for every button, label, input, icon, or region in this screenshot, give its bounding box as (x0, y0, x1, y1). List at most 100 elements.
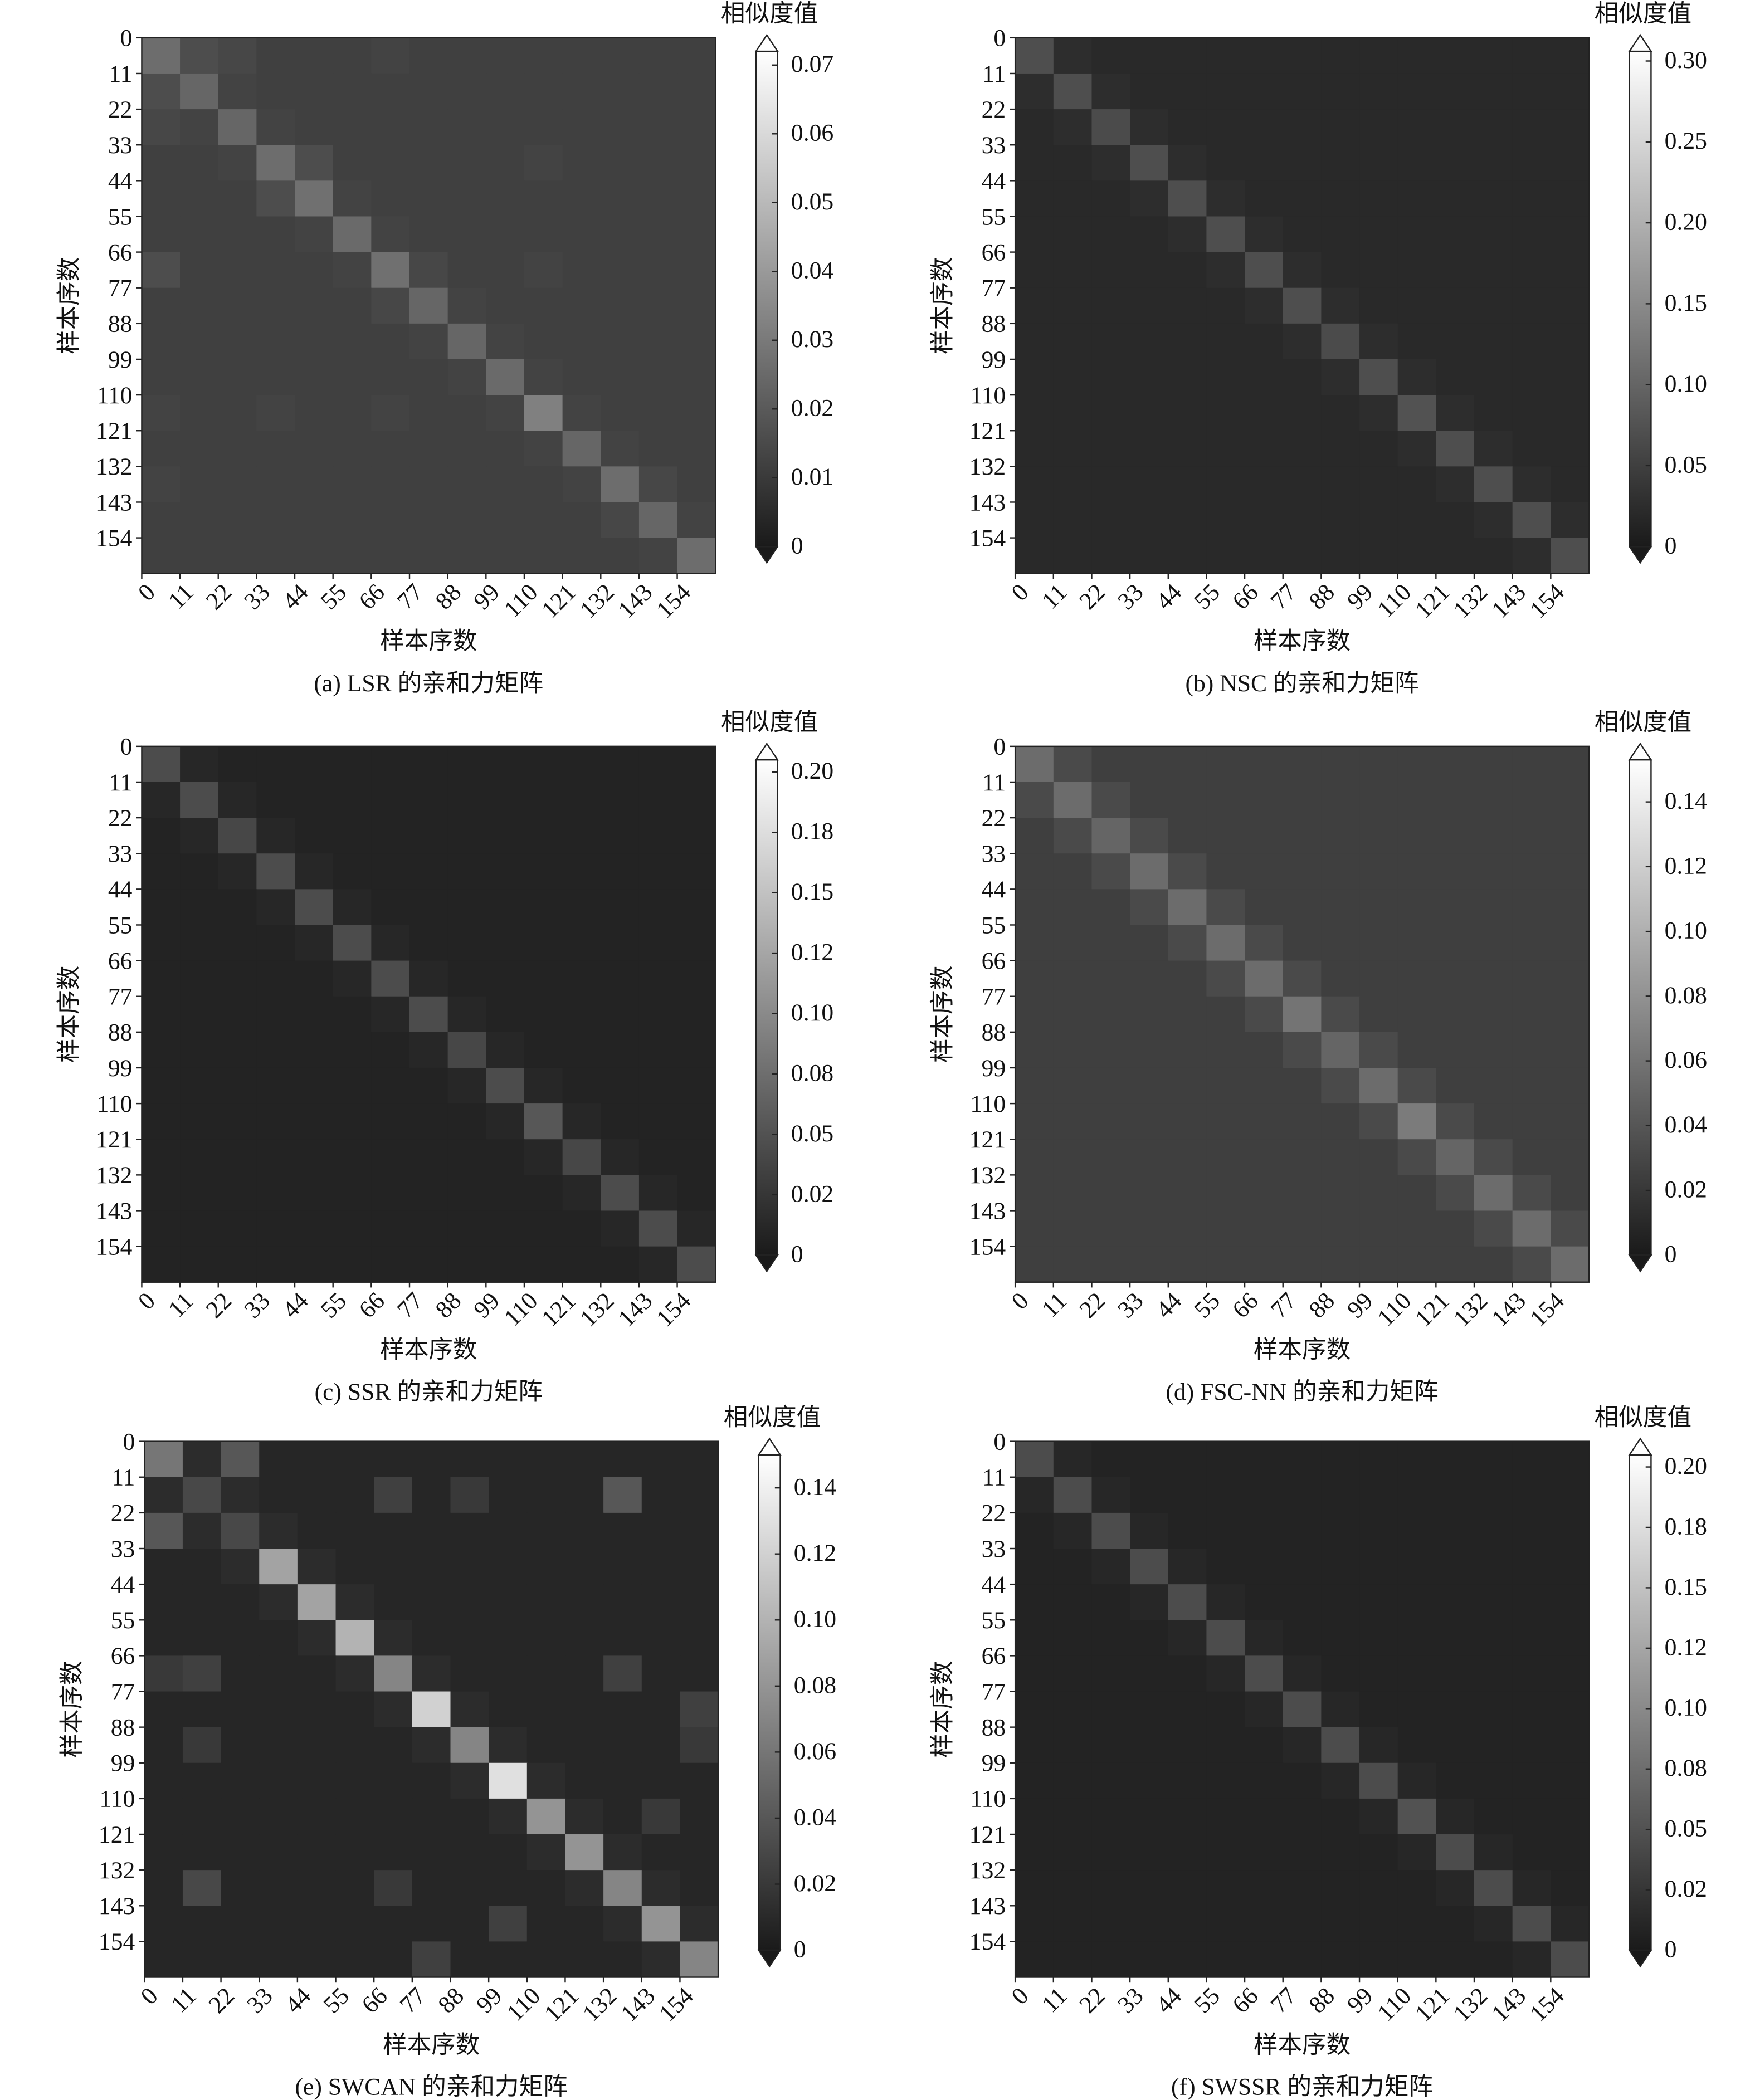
y-tick-label: 143 (99, 1893, 135, 1920)
heatmap-cell (1130, 109, 1169, 145)
heatmap-cell (1206, 1798, 1245, 1835)
x-tick-label: 99 (1342, 1287, 1378, 1324)
heatmap-cell (1245, 1834, 1284, 1871)
heatmap-cell (450, 1655, 489, 1692)
heatmap-cell (565, 1834, 604, 1871)
heatmap-cell (1512, 466, 1552, 503)
colorbar (755, 759, 778, 1256)
heatmap-cell (1245, 1762, 1284, 1799)
heatmap-cell (144, 1727, 183, 1764)
y-tick-label: 154 (969, 525, 1006, 551)
heatmap-cell (1245, 925, 1284, 961)
heatmap-cell (680, 1906, 719, 1942)
heatmap-cell (1397, 1032, 1437, 1068)
heatmap-cell (524, 960, 563, 997)
heatmap-cell (221, 1691, 260, 1728)
heatmap-cell (259, 1512, 298, 1549)
heatmap-cell (333, 323, 372, 360)
heatmap-cell (410, 1210, 448, 1247)
heatmap-cell (1053, 287, 1093, 324)
heatmap-cell (1512, 502, 1552, 539)
heatmap-cell (1551, 1941, 1590, 1978)
colorbar-tick-label: 0.02 (1665, 1176, 1707, 1203)
heatmap-cell (562, 109, 601, 145)
heatmap-cell (410, 1103, 448, 1140)
heatmap-cell (295, 109, 334, 145)
heatmap-cell (142, 1103, 181, 1140)
heatmap-cell (1091, 889, 1130, 926)
y-tick-label: 22 (982, 96, 1006, 123)
heatmap-cell (1130, 996, 1169, 1033)
colorbar-tick-label: 0.12 (1665, 852, 1707, 879)
y-tick-label: 66 (982, 239, 1006, 266)
heatmap-cell (1551, 538, 1590, 574)
heatmap-cell (450, 1834, 489, 1871)
heatmap-cell (1512, 1477, 1552, 1513)
heatmap-cell (1015, 1175, 1054, 1212)
heatmap-cell (1436, 818, 1475, 854)
heatmap-cell (447, 502, 487, 539)
heatmap-cell (1512, 1655, 1552, 1692)
y-tick-label: 44 (108, 168, 133, 194)
heatmap-cell (1359, 925, 1398, 961)
heatmap-cell (1091, 1067, 1130, 1104)
heatmap-cell (1130, 1246, 1169, 1283)
x-tick-label: 99 (1342, 1982, 1378, 2019)
heatmap-cell (1053, 252, 1093, 289)
y-tick-label: 121 (96, 418, 132, 445)
heatmap-cell (1436, 889, 1475, 926)
heatmap-cell (1359, 1727, 1398, 1764)
heatmap-cell (1359, 853, 1398, 890)
heatmap-cell (638, 1139, 678, 1176)
colorbar-tick-label: 0.25 (1665, 128, 1707, 154)
heatmap-cell (218, 359, 257, 395)
heatmap-cell (1397, 1798, 1437, 1835)
heatmap-cell (221, 1941, 260, 1978)
heatmap-cell (1551, 1477, 1590, 1513)
heatmap-cell (1512, 73, 1552, 110)
heatmap-cell (1168, 1067, 1207, 1104)
heatmap-cell (297, 1584, 337, 1620)
heatmap-cell (1474, 1906, 1513, 1942)
y-tick-label: 44 (982, 1571, 1006, 1598)
heatmap-cell (335, 1549, 374, 1585)
heatmap-cell (1474, 395, 1513, 431)
heatmap-cell (1436, 180, 1475, 217)
plot-frame (144, 1440, 719, 1978)
heatmap-cell (1283, 287, 1322, 324)
y-tick-label: 55 (108, 912, 133, 939)
heatmap-cell (333, 1246, 372, 1283)
heatmap-cell (1130, 925, 1169, 961)
heatmap-cell (1321, 1620, 1360, 1657)
heatmap-cell (1168, 1727, 1207, 1764)
heatmap-cell (221, 1762, 260, 1799)
heatmap-cell (259, 1906, 298, 1942)
heatmap-cell (1474, 216, 1513, 253)
heatmap-cell (1551, 73, 1590, 110)
heatmap-cell (641, 1798, 681, 1835)
chart-caption: (e) SWCAN 的亲和力矩阵 (295, 2074, 567, 2100)
plot-frame (1014, 1440, 1590, 1978)
heatmap-cell (412, 1620, 451, 1657)
heatmap-cell (1551, 37, 1590, 74)
x-axis-label: 样本序数 (380, 628, 477, 655)
heatmap-cell (297, 1941, 337, 1978)
colorbar-extend-bottom (1628, 546, 1652, 564)
y-tick-label: 121 (96, 1126, 132, 1153)
heatmap-cell (526, 1834, 566, 1871)
heatmap-cell (489, 1906, 528, 1942)
heatmap-cell (486, 323, 525, 360)
heatmap-cell (256, 889, 295, 926)
heatmap-cell (1436, 1246, 1475, 1283)
x-tick-label: 132 (575, 579, 620, 623)
heatmap-cell (1206, 395, 1245, 431)
x-tick-label: 154 (1525, 1982, 1569, 2027)
y-tick-label: 55 (982, 203, 1006, 230)
heatmap-cell (1474, 431, 1513, 467)
heatmap-cell (677, 1032, 716, 1068)
y-tick-label: 0 (993, 734, 1006, 760)
heatmap-cell (677, 359, 716, 395)
heatmap-cell (1091, 323, 1130, 360)
heatmap-cell (1168, 1139, 1207, 1176)
heatmap-cell (1245, 252, 1284, 289)
